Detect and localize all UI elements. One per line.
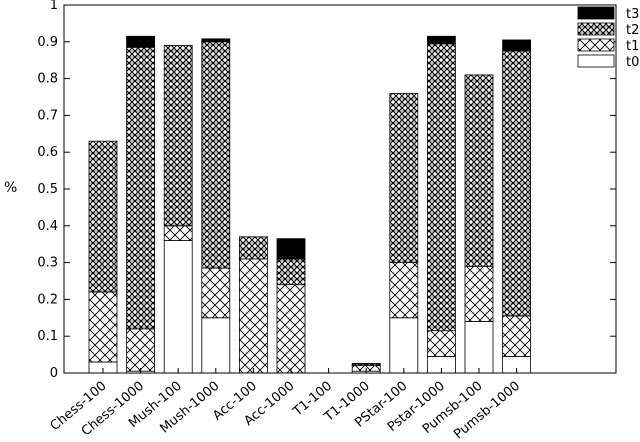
bar-segment-t0 bbox=[201, 317, 231, 374]
y-tick-label: 0.6 bbox=[37, 145, 58, 160]
y-tick-label: 0.2 bbox=[37, 292, 58, 307]
bar-segment-t1 bbox=[426, 330, 456, 357]
y-tick-label: 1 bbox=[50, 0, 58, 13]
y-axis-ticks: 0 0.1 0.2 0.3 0.4 0.5 0.6 0.7 0.8 0.9 1 bbox=[37, 0, 616, 381]
bar-segment-t1 bbox=[163, 225, 193, 241]
bar-segment-t1 bbox=[126, 328, 155, 372]
x-category-label: Pumsb-1000 bbox=[451, 379, 523, 442]
bar-segment-t2 bbox=[201, 41, 231, 269]
bar-segment-t3 bbox=[426, 35, 456, 45]
y-tick-label: 0.3 bbox=[37, 256, 58, 271]
bar-segment-t3 bbox=[351, 363, 381, 365]
legend-swatch-t3 bbox=[577, 6, 615, 20]
bar-segment-t2 bbox=[276, 258, 306, 286]
y-tick-label: 0.7 bbox=[37, 108, 58, 123]
bar-segment-t0 bbox=[389, 317, 419, 374]
bar-segment-t1 bbox=[502, 315, 532, 357]
bars bbox=[88, 35, 532, 374]
y-tick-label: 0 bbox=[50, 366, 58, 381]
bar-segment-t2 bbox=[502, 50, 532, 317]
y-tick-label: 0.5 bbox=[37, 182, 58, 197]
bar-segment-t1 bbox=[88, 291, 118, 363]
bar-segment-t2 bbox=[126, 46, 155, 330]
bar-segment-t1 bbox=[276, 284, 306, 374]
legend-label-t2: t2 bbox=[626, 23, 639, 38]
legend-swatch-t0 bbox=[577, 54, 615, 68]
bar-segment-t3 bbox=[276, 238, 306, 260]
bar-segment-t1 bbox=[238, 258, 268, 374]
y-tick-label: 0.4 bbox=[37, 219, 58, 234]
y-tick-label: 0.9 bbox=[37, 35, 58, 50]
legend-label-t3: t3 bbox=[626, 7, 639, 22]
bar-segment-t1 bbox=[464, 265, 494, 322]
bar-segment-t2 bbox=[389, 92, 419, 263]
bar-segment-t1 bbox=[389, 262, 419, 319]
bar-segment-t2 bbox=[238, 236, 268, 260]
bar-segment-t3 bbox=[502, 39, 532, 52]
legend-swatch-t1 bbox=[577, 38, 615, 52]
bar-segment-t3 bbox=[126, 35, 155, 48]
bar-segment-t2 bbox=[88, 140, 118, 293]
bar-segment-t0 bbox=[464, 321, 494, 374]
bar-segment-t2 bbox=[464, 74, 494, 267]
legend-swatch-t2 bbox=[577, 22, 615, 36]
legend-label-t0: t0 bbox=[626, 55, 639, 70]
x-axis-labels: Chess-100Chess-1000Mush-100Mush-1000Acc-… bbox=[48, 379, 524, 442]
y-tick-label: 0.8 bbox=[37, 72, 58, 87]
bar-segment-t0 bbox=[163, 240, 193, 374]
legend-label-t1: t1 bbox=[626, 39, 639, 54]
plot-frame bbox=[63, 4, 617, 374]
bar-segment-t2 bbox=[163, 45, 193, 227]
bar-segment-t3 bbox=[201, 38, 231, 43]
y-tick-label: 0.1 bbox=[37, 329, 58, 344]
bar-segment-t1 bbox=[201, 267, 231, 319]
y-axis-title: % bbox=[4, 180, 17, 196]
bar-segment-t2 bbox=[426, 43, 456, 332]
